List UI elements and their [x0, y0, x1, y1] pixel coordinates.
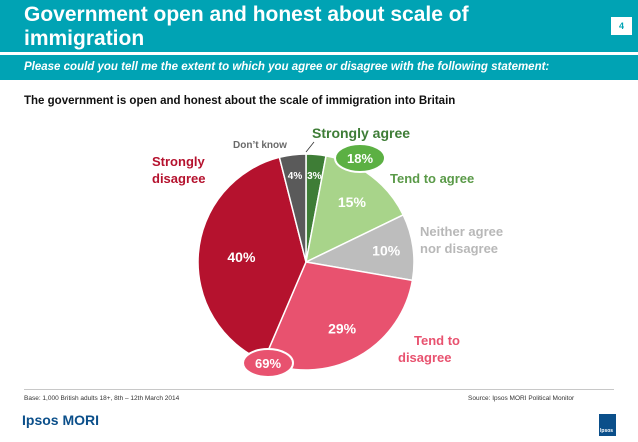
footer-divider	[24, 389, 614, 390]
pie-value-label: 4%	[288, 171, 303, 182]
pie-value-label: 3%	[307, 171, 322, 182]
page-number: 4	[611, 17, 632, 35]
label-dont-know: Don’t know	[233, 140, 287, 151]
label-strongly-agree: Strongly agree	[312, 125, 410, 141]
pie-slice-strongly-disagree	[197, 156, 307, 363]
question-text: Please could you tell me the extent to w…	[24, 61, 550, 73]
ipsos-logo-text: Ipsos	[600, 428, 614, 434]
pie-slice-tend-to-agree	[304, 155, 405, 264]
label-tend-to-disagree-line1: Tend to	[414, 333, 460, 348]
base-note: Base: 1,000 British adults 18+, 8th – 12…	[24, 395, 180, 402]
ipsos-mori-logo: Ipsos MORI	[22, 412, 100, 428]
pie-value-label: 15%	[338, 194, 367, 210]
agree-total-bubble	[334, 143, 386, 173]
label-strongly-disagree-line1: Strongly	[152, 154, 205, 169]
pie-value-label: 40%	[227, 249, 256, 265]
question-bar	[0, 55, 638, 80]
pie-chart: 3% 15% 10% 29% 40% 4% Strongly agree Don’t kn…	[152, 125, 503, 378]
pie-slice-don-t-know	[278, 153, 307, 263]
label-tend-to-agree: Tend to agree	[390, 171, 474, 186]
label-neither-line2: nor disagree	[420, 241, 498, 256]
page-title: Government open and honest about scale o…	[24, 3, 469, 50]
title-bar	[0, 0, 638, 52]
ipsos-logo-icon: Ipsos	[599, 414, 616, 436]
pie-value-label: 10%	[372, 243, 401, 259]
source-note: Source: Ipsos MORI Political Monitor	[468, 395, 575, 402]
label-strongly-disagree-line2: disagree	[152, 171, 205, 186]
statement-text: The government is open and honest about …	[24, 95, 456, 107]
strongly-agree-leader-line	[305, 141, 315, 153]
disagree-total-label: 69%	[255, 356, 281, 371]
disagree-total-bubble	[242, 348, 294, 378]
pie-value-label: 29%	[328, 320, 357, 336]
label-tend-to-disagree-line2: disagree	[398, 350, 451, 365]
agree-total-label: 18%	[347, 151, 373, 166]
label-neither-line1: Neither agree	[420, 224, 503, 239]
